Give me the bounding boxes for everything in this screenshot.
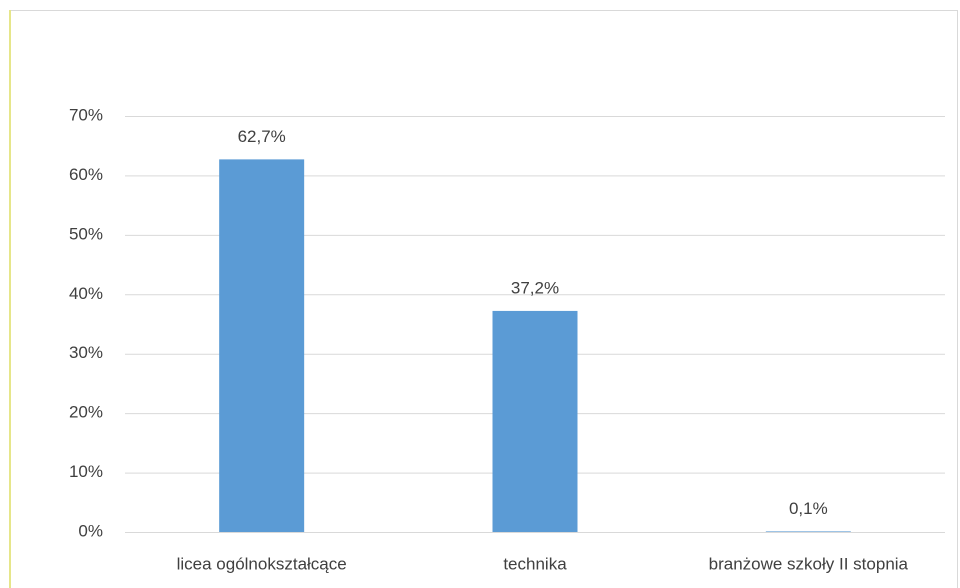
bar bbox=[492, 310, 578, 532]
x-tick-label: technika bbox=[503, 554, 567, 573]
chart-frame bbox=[9, 10, 958, 588]
y-tick-label: 70% bbox=[69, 105, 103, 124]
y-tick-label: 20% bbox=[69, 403, 103, 422]
data-label: 0,1% bbox=[789, 499, 828, 518]
data-label: 37,2% bbox=[511, 278, 559, 297]
y-tick-label: 10% bbox=[69, 462, 103, 481]
bar bbox=[219, 159, 305, 532]
data-label: 62,7% bbox=[238, 127, 286, 146]
bar bbox=[765, 531, 851, 532]
y-tick-label: 50% bbox=[69, 224, 103, 243]
x-tick-label: branżowe szkoły II stopnia bbox=[709, 554, 909, 573]
y-tick-label: 30% bbox=[69, 343, 103, 362]
x-tick-label: licea ogólnokształcące bbox=[177, 554, 347, 573]
y-tick-label: 60% bbox=[69, 165, 103, 184]
y-tick-label: 0% bbox=[78, 521, 103, 540]
y-tick-label: 40% bbox=[69, 284, 103, 303]
